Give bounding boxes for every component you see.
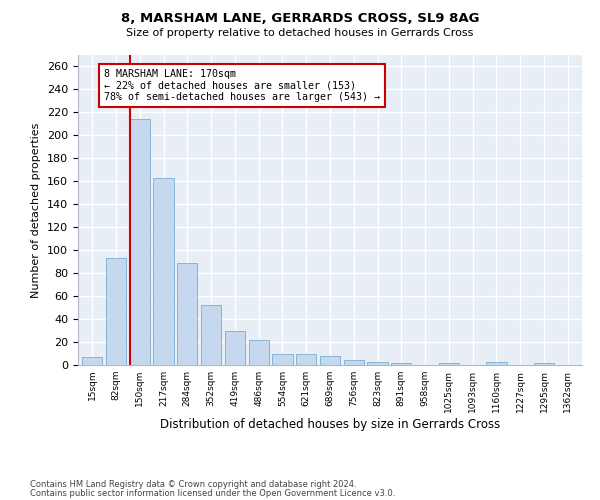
Bar (106, 258, 126, 365)
Bar (272, 354, 293, 365)
Y-axis label: Number of detached properties: Number of detached properties (31, 122, 41, 298)
Text: 8 MARSHAM LANE: 170sqm
← 22% of detached houses are smaller (153)
78% of semi-de: 8 MARSHAM LANE: 170sqm ← 22% of detached… (104, 69, 380, 102)
Bar (177, 263, 197, 365)
Bar (248, 340, 269, 365)
Bar (130, 120, 150, 365)
Text: 8, MARSHAM LANE, GERRARDS CROSS, SL9 8AG: 8, MARSHAM LANE, GERRARDS CROSS, SL9 8AG (121, 12, 479, 26)
Bar (82, 357, 103, 365)
Bar (320, 356, 340, 365)
Text: Size of property relative to detached houses in Gerrards Cross: Size of property relative to detached ho… (127, 28, 473, 38)
Bar (367, 362, 388, 365)
Bar (296, 354, 316, 365)
Bar (344, 360, 364, 365)
Bar (391, 362, 412, 365)
Bar (154, 178, 173, 365)
X-axis label: Distribution of detached houses by size in Gerrards Cross: Distribution of detached houses by size … (160, 418, 500, 430)
Text: Contains HM Land Registry data © Crown copyright and database right 2024.: Contains HM Land Registry data © Crown c… (30, 480, 356, 489)
Bar (487, 362, 506, 365)
Bar (534, 362, 554, 365)
Bar (225, 330, 245, 365)
Bar (201, 306, 221, 365)
Bar (439, 362, 459, 365)
Text: Contains public sector information licensed under the Open Government Licence v3: Contains public sector information licen… (30, 488, 395, 498)
